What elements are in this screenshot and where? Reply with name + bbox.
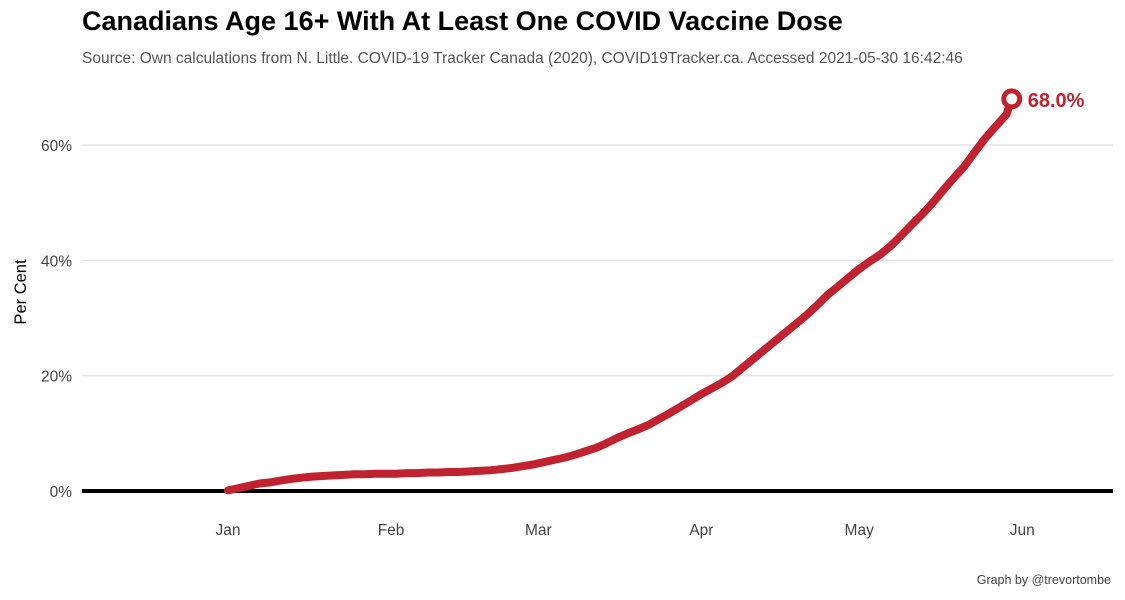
y-tick-label: 0% bbox=[50, 484, 73, 501]
y-tick-label: 20% bbox=[41, 369, 72, 386]
y-tick-labels: 0% 20% 40% 60% bbox=[41, 138, 72, 501]
y-axis-label: Per Cent bbox=[12, 259, 30, 325]
x-tick-label: Apr bbox=[689, 522, 713, 539]
x-tick-label: May bbox=[845, 522, 875, 539]
y-tick-label: 40% bbox=[41, 253, 72, 270]
gridlines bbox=[82, 144, 1113, 377]
chart-subtitle: Source: Own calculations from N. Little.… bbox=[82, 50, 963, 67]
series-line-vaccinated bbox=[224, 94, 1016, 495]
graph-credit: Graph by @trevortombe bbox=[976, 573, 1111, 587]
x-tick-label: Jun bbox=[1010, 522, 1035, 539]
x-tick-labels: Jan Feb Mar Apr May Jun bbox=[216, 522, 1035, 539]
x-tick-label: Feb bbox=[378, 522, 405, 539]
end-point-marker bbox=[1001, 88, 1023, 110]
y-tick-label: 60% bbox=[41, 138, 72, 155]
x-tick-label: Jan bbox=[216, 522, 241, 539]
end-value-label: 68.0% bbox=[1028, 90, 1085, 112]
x-tick-label: Mar bbox=[525, 522, 552, 539]
chart-title: Canadians Age 16+ With At Least One COVI… bbox=[82, 6, 843, 36]
